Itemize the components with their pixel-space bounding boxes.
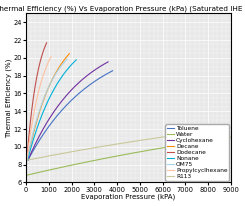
Propylcyclhexane <box>40 80 43 83</box>
R113 <box>147 138 149 140</box>
OM75 <box>26 158 29 161</box>
Toluene <box>77 93 80 95</box>
Line: R113: R113 <box>27 128 231 160</box>
Toluene <box>26 159 29 161</box>
Cyclohexane <box>99 65 102 67</box>
Nonane <box>55 84 58 87</box>
Decane <box>64 57 67 60</box>
Cyclohexane <box>27 158 30 161</box>
Dodecane <box>37 67 40 70</box>
Nonane <box>70 63 73 66</box>
Line: Propylcyclhexane: Propylcyclhexane <box>27 56 51 160</box>
Toluene <box>103 74 106 76</box>
Water <box>25 174 28 177</box>
Nonane <box>26 159 29 161</box>
Decane <box>51 77 54 79</box>
Line: Decane: Decane <box>27 54 69 160</box>
X-axis label: Evaporation Pressure (kPA): Evaporation Pressure (kPA) <box>81 194 176 200</box>
OM75 <box>66 58 69 60</box>
OM75 <box>49 82 52 84</box>
Nonane <box>26 158 29 161</box>
Dodecane <box>42 49 45 52</box>
Decane <box>26 159 29 161</box>
Cyclohexane <box>94 68 97 71</box>
Decane <box>51 78 54 81</box>
Dodecane <box>43 46 46 48</box>
OM75 <box>50 80 53 82</box>
Propylcyclhexane <box>46 63 49 66</box>
OM75 <box>25 159 28 161</box>
Decane <box>51 78 54 81</box>
Line: Toluene: Toluene <box>28 71 113 160</box>
Dodecane <box>25 158 28 160</box>
Line: OM75: OM75 <box>27 59 67 160</box>
Nonane <box>67 67 70 69</box>
Line: Water: Water <box>26 137 231 175</box>
Water <box>25 174 28 176</box>
R113 <box>147 138 150 140</box>
Water <box>230 136 233 138</box>
Y-axis label: Thermal Efficiency (%): Thermal Efficiency (%) <box>6 58 12 138</box>
Line: Dodecane: Dodecane <box>27 43 47 160</box>
Line: Cyclohexane: Cyclohexane <box>28 62 108 160</box>
Water <box>197 141 200 143</box>
R113 <box>150 137 153 140</box>
Propylcyclhexane <box>50 55 53 58</box>
Nonane <box>75 59 78 61</box>
OM75 <box>59 65 62 68</box>
Water <box>147 149 150 152</box>
Propylcyclhexane <box>47 60 50 62</box>
Propylcyclhexane <box>25 159 28 161</box>
Legend: Toluene, Water, Cyclohexane, Decane, Dodecane, Nonane, OM75, Propylcyclhexane, R: Toluene, Water, Cyclohexane, Decane, Dod… <box>165 124 229 181</box>
Line: Nonane: Nonane <box>27 60 76 160</box>
Toluene <box>78 91 81 94</box>
R113 <box>26 159 29 161</box>
Propylcyclhexane <box>25 158 28 161</box>
Cyclohexane <box>107 61 110 63</box>
R113 <box>230 127 233 129</box>
Propylcyclhexane <box>40 79 43 81</box>
OM75 <box>49 81 52 84</box>
Toluene <box>98 77 101 80</box>
Dodecane <box>25 159 28 161</box>
Propylcyclhexane <box>40 80 43 83</box>
Water <box>150 149 153 151</box>
Nonane <box>55 84 58 86</box>
Title: Thermal Efficiency (%) Vs Evaporation Pressure (kPa) (Saturated IHE ORC): Thermal Efficiency (%) Vs Evaporation Pr… <box>0 6 245 12</box>
Cyclohexane <box>74 84 77 87</box>
R113 <box>210 129 213 132</box>
Water <box>210 139 213 141</box>
Cyclohexane <box>26 159 29 161</box>
OM75 <box>62 62 65 64</box>
Cyclohexane <box>74 85 77 87</box>
Cyclohexane <box>75 83 78 86</box>
Toluene <box>111 69 114 72</box>
Nonane <box>56 82 59 85</box>
R113 <box>197 131 200 133</box>
Decane <box>61 61 64 63</box>
Decane <box>26 158 29 161</box>
Dodecane <box>37 67 40 70</box>
Dodecane <box>45 42 48 44</box>
Toluene <box>77 93 80 95</box>
Toluene <box>27 158 30 161</box>
R113 <box>26 159 29 161</box>
Water <box>146 149 149 152</box>
Decane <box>68 52 71 55</box>
Dodecane <box>37 66 40 68</box>
